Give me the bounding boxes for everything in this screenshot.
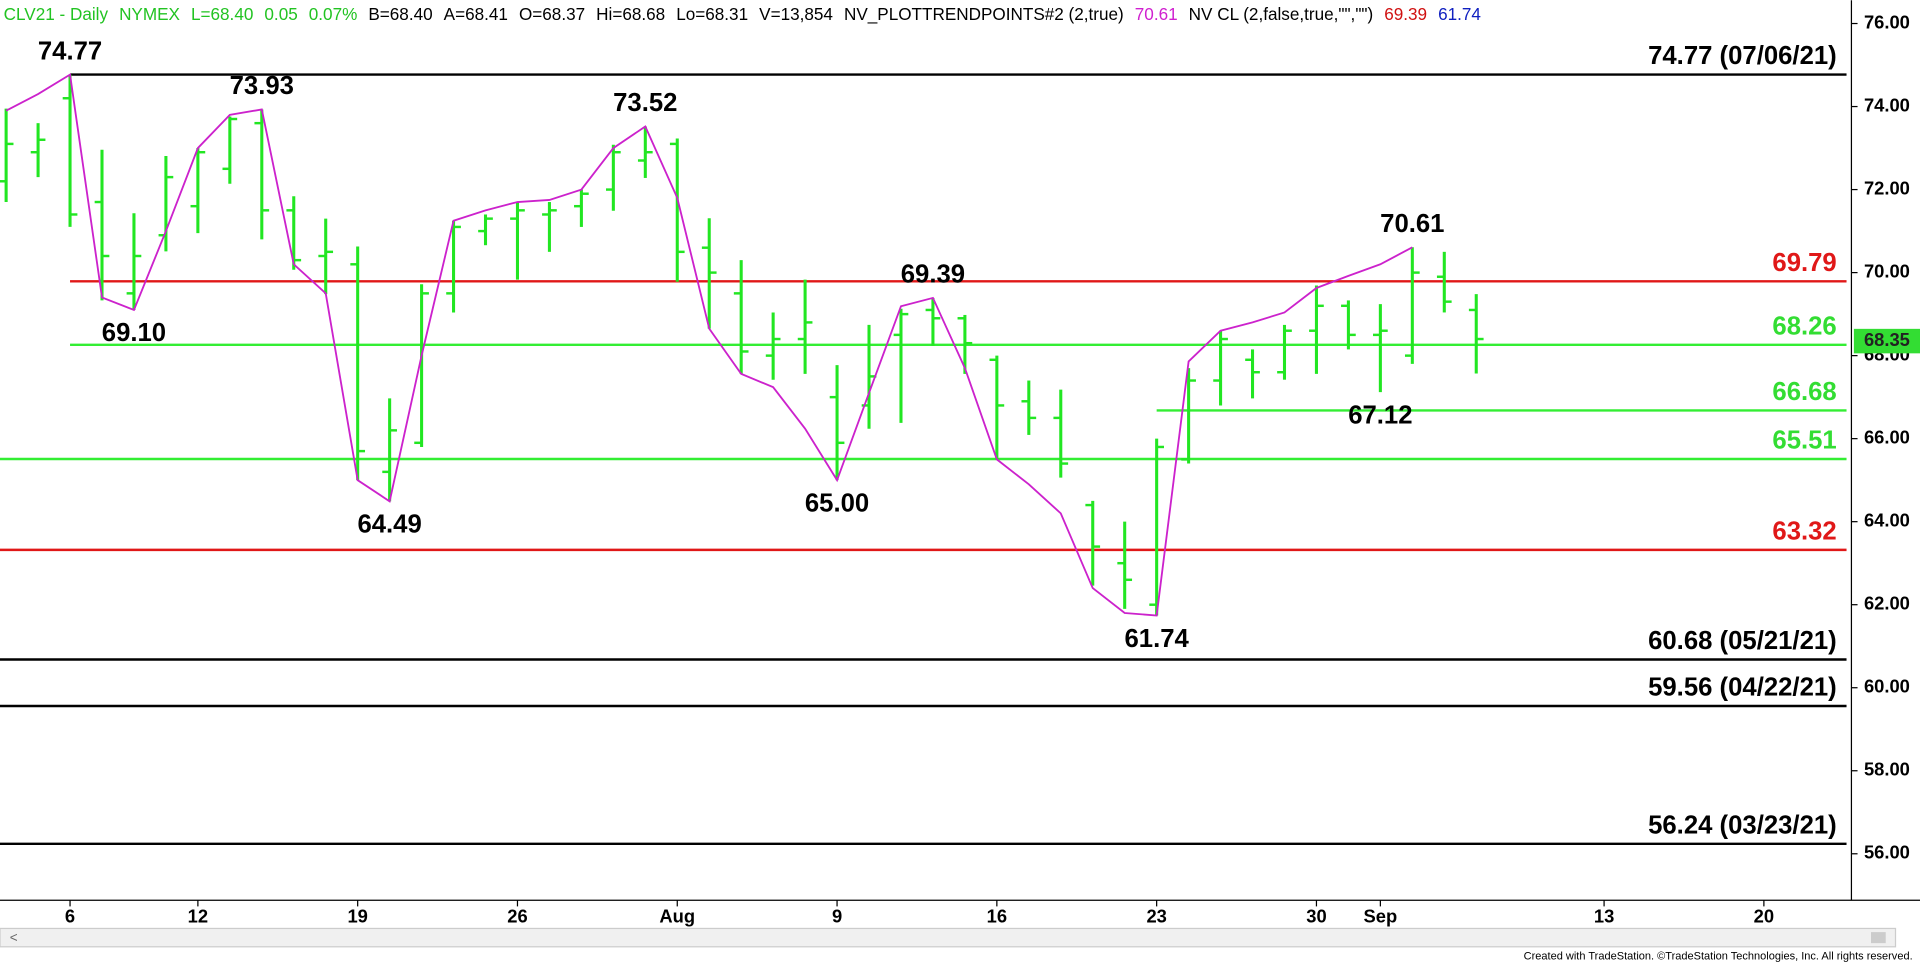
level-label: 63.32 [1772, 518, 1836, 546]
header-item: NV CL (2,false,true,"","") [1189, 4, 1374, 24]
header-item: L=68.40 [191, 4, 253, 24]
pivot-label: 69.39 [901, 261, 965, 289]
header-item: 61.74 [1438, 4, 1481, 24]
last-price-label: 68.35 [1864, 329, 1910, 350]
y-tick-label: 58.00 [1864, 759, 1910, 780]
scroll-left[interactable]: < [10, 930, 18, 945]
level-label: 66.68 [1772, 378, 1836, 406]
pivot-label: 65.00 [805, 489, 869, 517]
header-item: 70.61 [1135, 4, 1178, 24]
header-item: 0.05 [264, 4, 297, 24]
y-tick-label: 70.00 [1864, 260, 1910, 281]
footer: Created with TradeStation. ©TradeStation… [1524, 951, 1913, 963]
y-tick-label: 62.00 [1864, 593, 1910, 614]
pivot-label: 73.52 [613, 89, 677, 117]
y-tick-label: 66.00 [1864, 426, 1910, 447]
x-tick-label: 13 [1594, 905, 1614, 926]
x-tick-label: 26 [507, 905, 527, 926]
level-label: 68.26 [1772, 312, 1836, 340]
header-item: 69.39 [1384, 4, 1427, 24]
x-tick-label: 19 [347, 905, 367, 926]
header-item: V=13,854 [759, 4, 833, 24]
header-item: O=68.37 [519, 4, 585, 24]
y-tick-label: 74.00 [1864, 94, 1910, 115]
header-item: Lo=68.31 [676, 4, 748, 24]
pivot-label: 73.93 [230, 72, 294, 100]
level-label: 56.24 (03/23/21) [1648, 811, 1837, 839]
header-item: Hi=68.68 [596, 4, 665, 24]
y-tick-label: 64.00 [1864, 510, 1910, 531]
level-label: 69.79 [1772, 249, 1836, 277]
x-tick-label: Sep [1364, 905, 1398, 926]
pivot-label: 70.61 [1380, 210, 1444, 238]
level-label: 74.77 (07/06/21) [1648, 42, 1837, 70]
x-tick-label: 20 [1754, 905, 1774, 926]
x-tick-label: 16 [987, 905, 1007, 926]
header-item: CLV21 - Daily [4, 4, 109, 24]
pivot-label: 74.77 [38, 37, 102, 65]
y-tick-label: 76.00 [1864, 11, 1910, 32]
pivot-label: 64.49 [357, 511, 421, 539]
level-label: 65.51 [1772, 427, 1836, 455]
scrollbar[interactable] [0, 927, 1897, 948]
x-tick-label: 9 [832, 905, 842, 926]
x-tick-label: 6 [65, 905, 75, 926]
header-item: A=68.41 [444, 4, 508, 24]
x-tick-label: 23 [1146, 905, 1166, 926]
header-item: B=68.40 [368, 4, 432, 24]
pivot-label: 69.10 [102, 319, 166, 347]
trend-line [5, 73, 1413, 617]
header-item: 0.07% [309, 4, 358, 24]
x-tick-label: 12 [188, 905, 208, 926]
level-label: 59.56 (04/22/21) [1648, 674, 1837, 702]
level-label: 60.68 (05/21/21) [1648, 627, 1837, 655]
y-tick-label: 72.00 [1864, 177, 1910, 198]
scroll-thumb[interactable] [1871, 932, 1886, 944]
y-tick-label: 56.00 [1864, 842, 1910, 863]
header-item: NYMEX [119, 4, 180, 24]
pivot-label: 67.12 [1348, 401, 1412, 429]
header: CLV21 - Daily NYMEX L=68.40 0.05 0.07% B=68.4… [4, 4, 1482, 24]
x-tick-label: Aug [659, 905, 695, 926]
y-tick-label: 60.00 [1864, 676, 1910, 697]
last-price-box [1853, 328, 1920, 354]
x-tick-label: 30 [1306, 905, 1326, 926]
pivot-label: 61.74 [1124, 625, 1189, 653]
header-item: NV_PLOTTRENDPOINTS#2 (2,true) [844, 4, 1124, 24]
